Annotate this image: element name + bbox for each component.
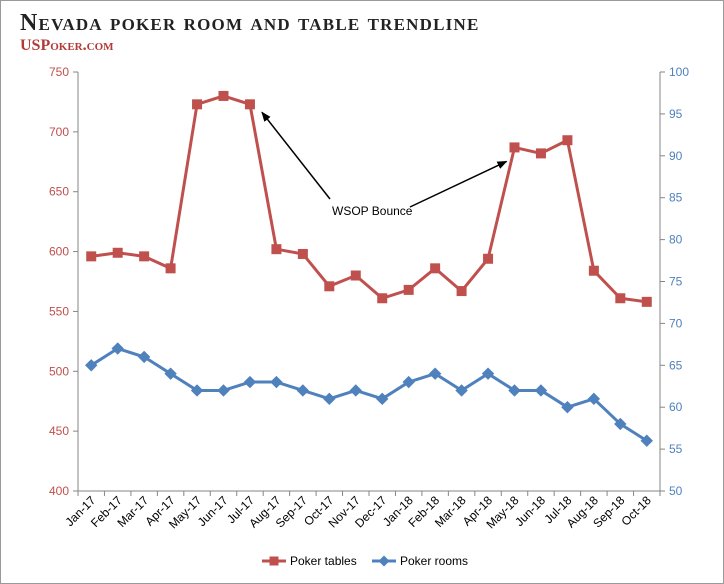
data-point-rooms <box>190 384 204 397</box>
y-right-tick-label: 80 <box>669 233 683 247</box>
brand-label: USPoker.com <box>20 37 114 54</box>
data-point-rooms <box>376 392 389 406</box>
legend-label: Poker tables <box>290 554 357 568</box>
data-point-rooms <box>349 384 362 397</box>
data-point-tables <box>192 99 203 110</box>
y-left-tick-label: 400 <box>49 484 69 498</box>
data-point-rooms <box>534 384 548 397</box>
data-point-tables <box>588 265 599 276</box>
annotation-arrow <box>409 160 508 208</box>
data-point-rooms <box>428 367 442 380</box>
legend-label: Poker rooms <box>400 554 468 568</box>
y-right-tick-label: 90 <box>669 149 683 163</box>
legend-marker <box>378 555 390 567</box>
y-right-tick-label: 95 <box>669 107 683 121</box>
data-point-tables <box>271 244 282 255</box>
series-line-tables <box>91 94 647 304</box>
data-point-rooms <box>561 400 574 414</box>
data-point-rooms <box>455 384 468 397</box>
y-right-tick-label: 100 <box>669 65 689 79</box>
legend: Poker tables Poker rooms <box>262 554 468 568</box>
data-point-tables <box>112 247 123 258</box>
y-right-tick-label: 50 <box>669 484 683 498</box>
x-tick-label: Oct-18 <box>619 493 655 529</box>
data-point-rooms <box>640 434 653 447</box>
data-point-tables <box>403 284 414 295</box>
data-point-tables <box>456 286 467 297</box>
data-point-rooms <box>137 350 151 364</box>
axes: 400 450 500 550 600 650 700 750 50 55 60 65 70 75 80 85… <box>49 65 689 531</box>
data-point-rooms <box>111 342 124 355</box>
data-point-tables <box>641 296 652 307</box>
data-point-rooms <box>85 359 98 372</box>
chart-title: Nevada poker room and table trendline <box>20 10 480 36</box>
series-layer <box>85 90 653 447</box>
data-point-tables <box>165 263 176 274</box>
annotation-arrow <box>261 111 331 200</box>
data-point-tables <box>377 293 388 304</box>
y-left-tick-label: 600 <box>49 245 69 259</box>
series-line-rooms <box>90 347 648 442</box>
data-point-rooms <box>614 417 627 431</box>
data-point-rooms <box>508 384 521 397</box>
data-point-tables <box>244 99 255 110</box>
data-point-tables <box>615 293 626 304</box>
data-point-tables <box>430 263 441 274</box>
data-point-tables <box>350 270 361 281</box>
y-right-tick-label: 60 <box>669 400 683 414</box>
data-point-rooms <box>323 392 336 406</box>
data-point-rooms <box>402 375 415 389</box>
data-point-rooms <box>481 367 495 380</box>
y-left-tick-label: 750 <box>49 65 69 79</box>
data-point-rooms <box>243 375 257 389</box>
x-tick-label: Jun-17 <box>195 493 231 529</box>
y-left-tick-label: 650 <box>49 185 69 199</box>
y-left-tick-label: 700 <box>49 125 69 139</box>
y-right-tick-label: 70 <box>669 316 683 330</box>
y-left-tick-label: 550 <box>49 304 69 318</box>
y-right-tick-label: 85 <box>669 191 683 205</box>
data-point-rooms <box>164 367 177 380</box>
annotation-label: WSOP Bounce <box>332 204 413 218</box>
annotation-layer: WSOP Bounce <box>261 111 508 218</box>
x-tick-label: Jun-18 <box>512 493 548 529</box>
data-point-rooms <box>217 384 230 397</box>
y-right-tick-label: 75 <box>669 275 683 289</box>
data-point-rooms <box>587 392 601 406</box>
y-left-tick-label: 450 <box>49 424 69 438</box>
legend-marker <box>269 556 279 566</box>
data-point-rooms <box>296 384 310 397</box>
y-right-tick-label: 65 <box>669 358 683 372</box>
data-point-tables <box>218 90 229 101</box>
y-right-tick-label: 55 <box>669 442 683 456</box>
data-point-tables <box>297 248 308 259</box>
y-left-tick-label: 500 <box>49 364 69 378</box>
data-point-tables <box>535 148 546 159</box>
data-point-tables <box>139 251 150 262</box>
data-point-tables <box>324 281 335 292</box>
data-point-tables <box>483 253 494 264</box>
data-point-tables <box>86 251 97 262</box>
data-point-tables <box>509 142 520 153</box>
data-point-rooms <box>270 375 283 389</box>
data-point-tables <box>562 135 573 146</box>
